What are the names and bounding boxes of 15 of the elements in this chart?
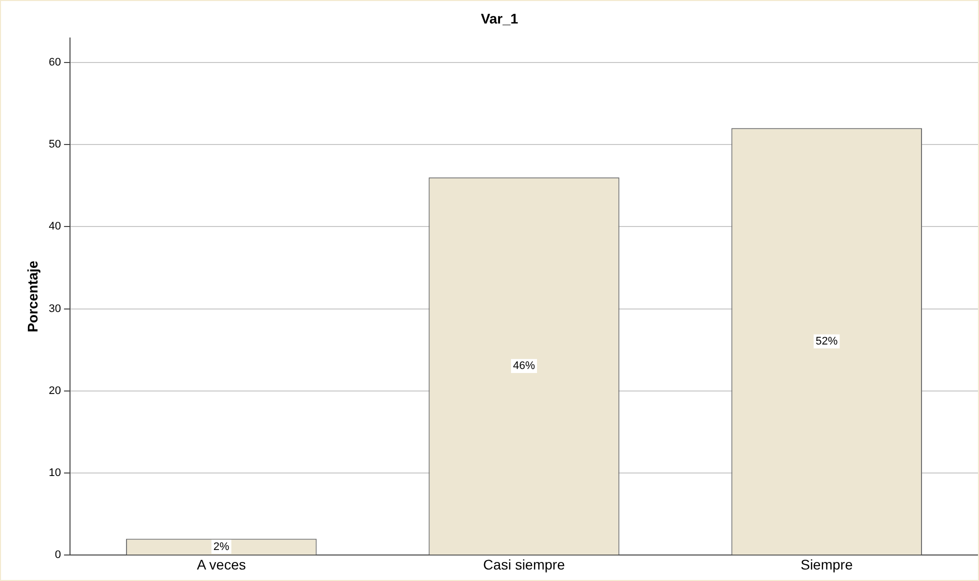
y-tick-label: 50 <box>48 138 62 151</box>
y-tick-label: 0 <box>54 549 62 562</box>
y-tick-label: 40 <box>48 220 62 233</box>
y-tick-label: 10 <box>48 467 62 480</box>
y-axis-title: Porcentaje <box>24 260 40 332</box>
y-tick-label: 60 <box>48 56 62 68</box>
x-tick-label: Siempre <box>800 556 853 572</box>
data-label: 2% <box>213 540 230 553</box>
data-label: 46% <box>513 360 536 372</box>
data-label: 52% <box>816 335 838 348</box>
y-tick-label: 20 <box>48 384 62 397</box>
y-tick-label: 30 <box>48 302 62 315</box>
x-tick-label: Casi siempre <box>483 556 566 572</box>
x-tick-label: A veces <box>196 556 246 572</box>
chart-title: Var_1 <box>480 10 518 26</box>
